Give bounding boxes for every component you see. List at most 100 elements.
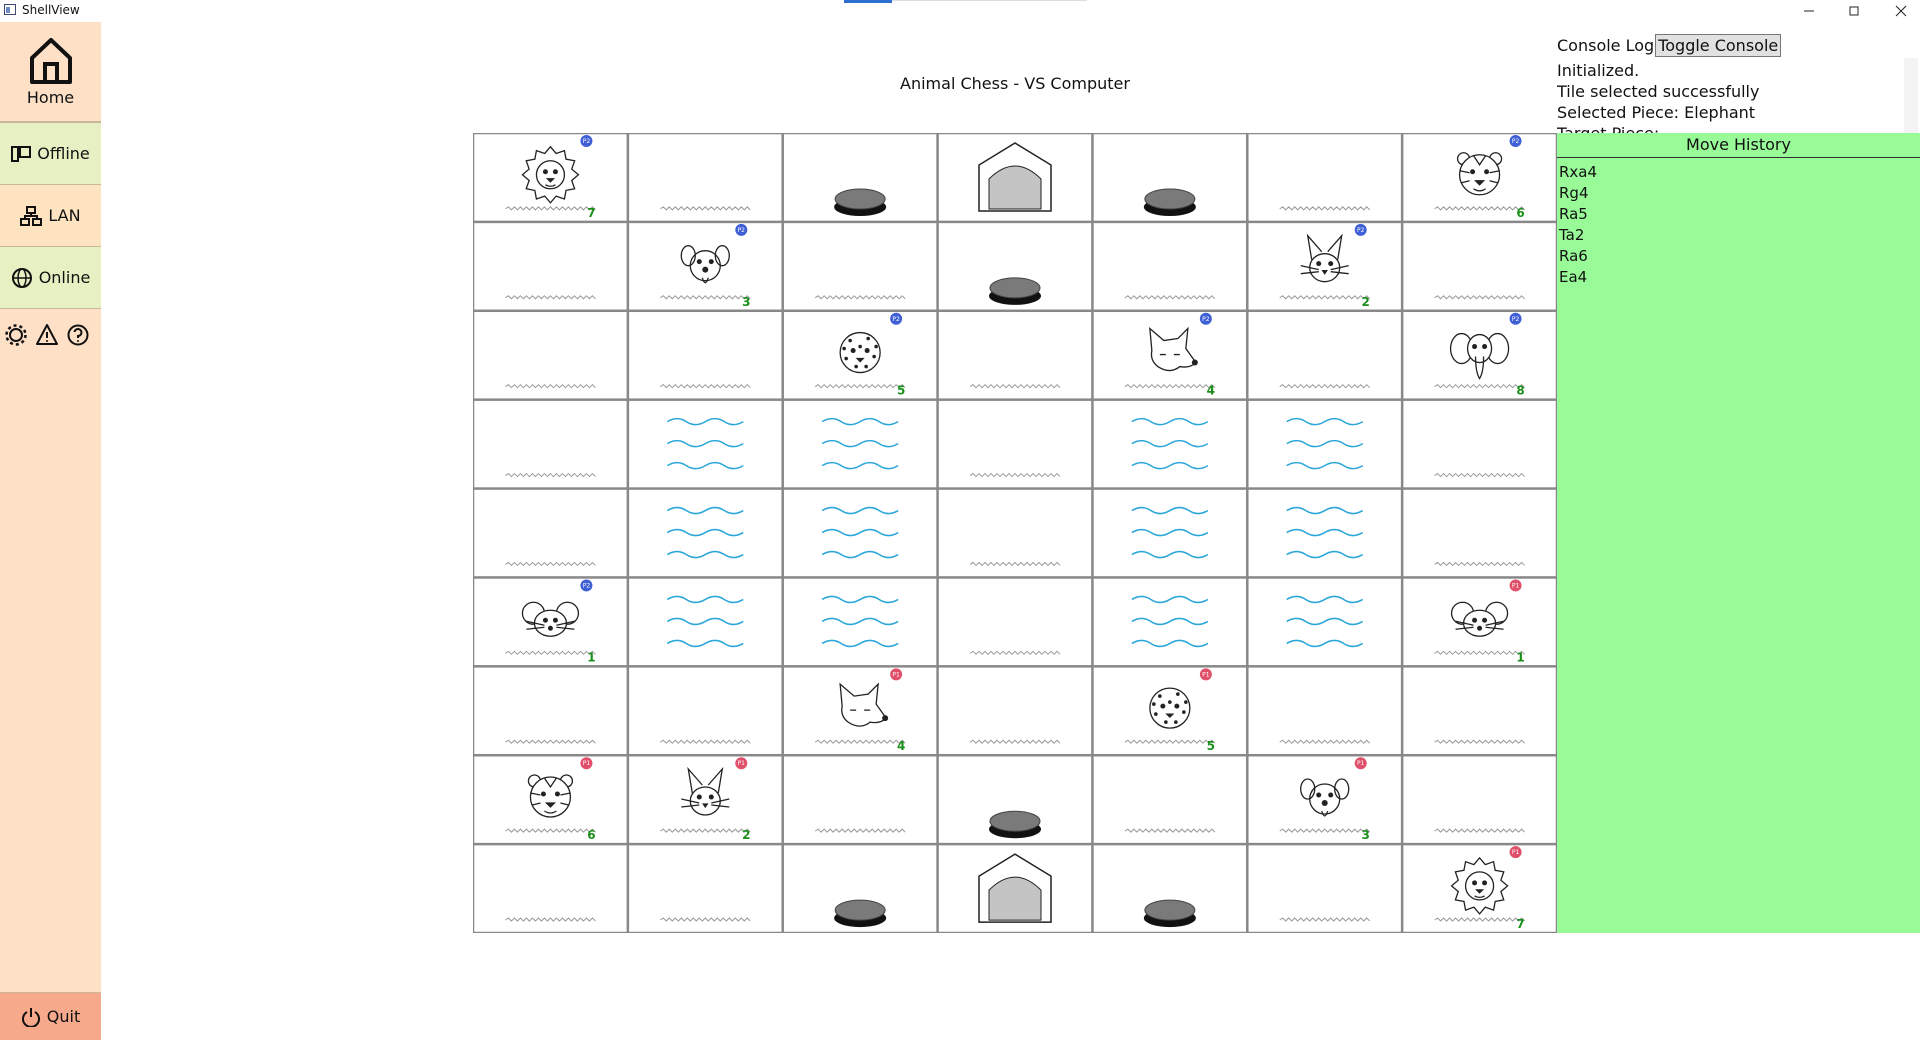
face-line (1474, 895, 1485, 899)
tile[interactable] (1247, 666, 1403, 756)
tile[interactable] (782, 133, 938, 223)
tile[interactable] (782, 399, 938, 489)
tile[interactable] (473, 399, 629, 489)
piece[interactable] (527, 774, 574, 818)
piece[interactable] (681, 766, 730, 816)
tile[interactable]: P1 7 (1401, 843, 1557, 933)
piece[interactable] (1449, 332, 1510, 380)
quit-button[interactable]: Quit (0, 992, 101, 1040)
tile[interactable]: P2 5 (782, 310, 938, 400)
tile[interactable] (937, 843, 1093, 933)
tile[interactable] (937, 577, 1093, 667)
grass (505, 739, 596, 744)
toggle-console-button[interactable]: Toggle Console (1655, 34, 1782, 57)
tile[interactable] (1247, 133, 1403, 223)
piece[interactable] (839, 331, 881, 374)
nav-online[interactable]: Online (0, 247, 101, 309)
piece[interactable] (1149, 687, 1191, 729)
piece[interactable] (1456, 152, 1503, 196)
tile[interactable] (937, 754, 1093, 845)
tile[interactable] (1247, 843, 1403, 933)
tile[interactable]: P2 3 (627, 221, 783, 312)
settings-icon[interactable] (5, 324, 27, 346)
tile-border (1401, 666, 1557, 756)
tile[interactable] (627, 488, 783, 578)
tile[interactable] (937, 488, 1093, 578)
tile[interactable] (1092, 754, 1248, 845)
piece[interactable] (521, 601, 580, 637)
face-line (1165, 713, 1175, 719)
tile[interactable] (627, 666, 783, 756)
tile[interactable] (1401, 399, 1557, 489)
tile[interactable] (1247, 577, 1403, 667)
ear (1300, 778, 1316, 800)
tile[interactable] (473, 843, 629, 933)
tile[interactable] (937, 399, 1093, 489)
tile[interactable] (937, 133, 1093, 223)
nose (702, 266, 709, 273)
tile[interactable] (1092, 399, 1248, 489)
tile[interactable] (937, 221, 1093, 312)
tile[interactable] (782, 221, 938, 312)
restore[interactable] (1849, 6, 1859, 16)
tile[interactable] (1401, 221, 1557, 312)
home-button[interactable]: Home (0, 22, 101, 123)
nav-lan[interactable]: LAN (0, 185, 101, 247)
piece[interactable] (1450, 856, 1509, 915)
tile[interactable] (782, 577, 938, 667)
tile[interactable]: P1 2 (627, 754, 783, 845)
tile[interactable] (627, 133, 783, 223)
tile[interactable] (627, 399, 783, 489)
close[interactable] (1895, 5, 1907, 17)
tile[interactable]: P1 6 (473, 754, 629, 845)
piece[interactable] (1149, 326, 1198, 372)
piece[interactable] (1300, 233, 1349, 283)
piece[interactable] (839, 682, 889, 727)
piece[interactable] (521, 145, 580, 204)
tile[interactable] (627, 310, 783, 400)
tile-border (782, 843, 938, 933)
face-line (1306, 233, 1343, 260)
tile[interactable]: P1 4 (782, 666, 938, 756)
tile[interactable] (782, 754, 938, 845)
tile[interactable] (1092, 843, 1248, 933)
tile[interactable] (937, 666, 1093, 756)
tile[interactable] (782, 843, 938, 933)
tile[interactable] (627, 843, 783, 933)
piece[interactable] (1300, 778, 1350, 817)
tile[interactable] (937, 310, 1093, 400)
tile[interactable]: P2 6 (1401, 133, 1557, 223)
tile[interactable]: P2 7 (473, 133, 629, 223)
tile[interactable]: P1 3 (1247, 754, 1403, 845)
tile[interactable] (1092, 133, 1248, 223)
window-controls[interactable] (1790, 2, 1920, 20)
tile[interactable]: P2 1 (473, 577, 629, 667)
tile[interactable] (473, 221, 629, 312)
tile[interactable] (1092, 221, 1248, 312)
tile[interactable] (1092, 488, 1248, 578)
tile[interactable] (1401, 754, 1557, 845)
tile[interactable] (1247, 310, 1403, 400)
piece[interactable] (680, 245, 730, 284)
tile[interactable] (782, 488, 938, 578)
tile[interactable] (1247, 399, 1403, 489)
tile[interactable] (1092, 577, 1248, 667)
warning-icon[interactable] (36, 324, 58, 345)
tile[interactable] (473, 488, 629, 578)
nav-offline[interactable]: Offline (0, 123, 101, 185)
tile[interactable] (627, 577, 783, 667)
help-icon[interactable] (67, 324, 89, 346)
piece[interactable] (1450, 601, 1509, 637)
tile[interactable] (473, 666, 629, 756)
face-line (544, 810, 557, 814)
tile[interactable]: P1 1 (1401, 577, 1557, 667)
tile[interactable]: P1 5 (1092, 666, 1248, 756)
tile[interactable]: P2 4 (1092, 310, 1248, 400)
tile[interactable]: P2 8 (1401, 310, 1557, 400)
tile[interactable]: P2 2 (1247, 221, 1403, 312)
tile[interactable] (1401, 488, 1557, 578)
tile[interactable] (1401, 666, 1557, 756)
tile[interactable] (473, 310, 629, 400)
tile[interactable] (1247, 488, 1403, 578)
